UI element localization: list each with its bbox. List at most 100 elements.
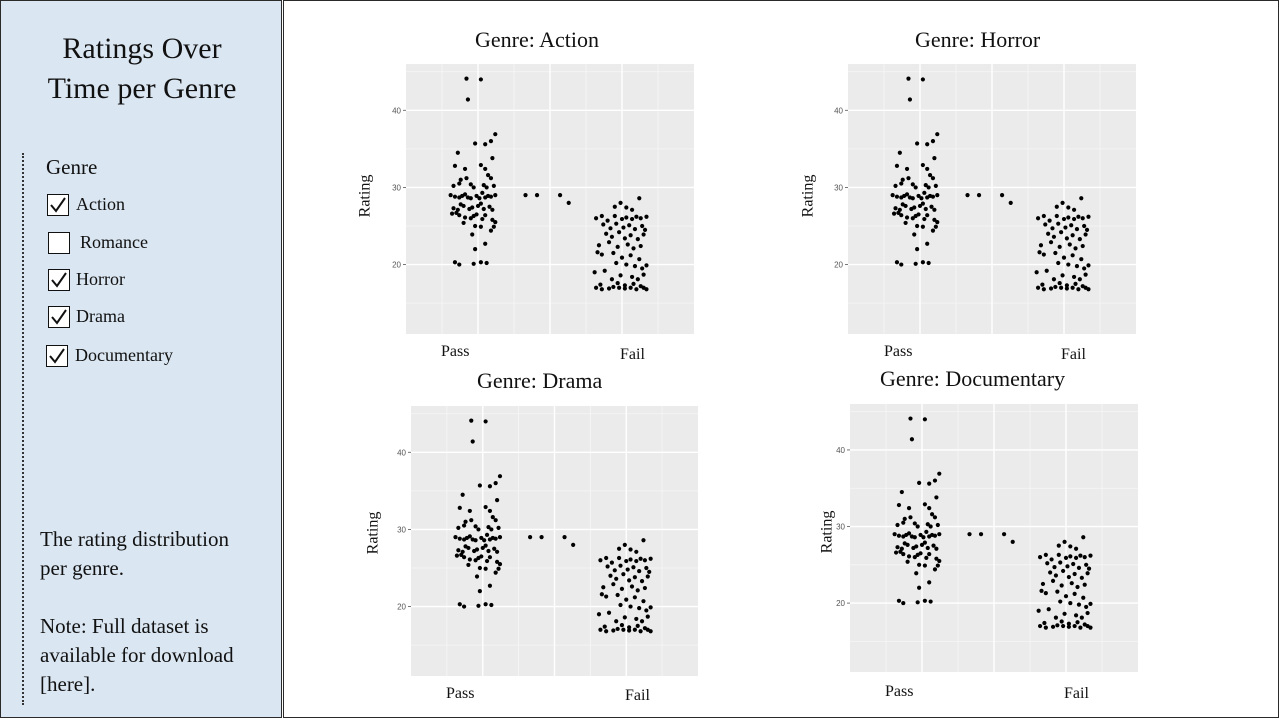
data-point bbox=[625, 242, 630, 247]
data-point bbox=[473, 141, 478, 146]
y-tick-label: 20 bbox=[834, 261, 843, 270]
data-point bbox=[619, 216, 625, 222]
data-point bbox=[624, 597, 629, 602]
data-point bbox=[1081, 535, 1086, 540]
checkbox-action[interactable] bbox=[47, 194, 69, 216]
data-point bbox=[907, 97, 913, 102]
data-point bbox=[1059, 285, 1064, 290]
data-point bbox=[1076, 287, 1081, 292]
data-point bbox=[927, 172, 933, 178]
data-point bbox=[913, 261, 918, 266]
data-point bbox=[593, 285, 599, 290]
data-point bbox=[1065, 564, 1070, 569]
data-point bbox=[485, 172, 491, 178]
data-point bbox=[1053, 615, 1059, 620]
data-point bbox=[452, 163, 458, 168]
data-point bbox=[910, 216, 915, 221]
data-point bbox=[453, 535, 458, 540]
data-point bbox=[1063, 225, 1068, 230]
data-point bbox=[492, 546, 497, 551]
data-point bbox=[634, 558, 639, 564]
data-point bbox=[937, 471, 942, 476]
data-point bbox=[644, 263, 649, 268]
data-point bbox=[892, 532, 897, 537]
checkbox-label-drama[interactable]: Drama bbox=[76, 306, 125, 326]
y-tick-label: 20 bbox=[392, 261, 401, 270]
checkbox-label-romance[interactable]: Romance bbox=[80, 232, 148, 252]
data-point bbox=[893, 206, 898, 211]
data-point bbox=[539, 535, 544, 540]
data-point bbox=[452, 260, 458, 265]
data-point bbox=[618, 273, 623, 278]
data-point bbox=[484, 185, 489, 190]
data-point bbox=[919, 196, 924, 201]
data-point bbox=[461, 555, 467, 560]
checkbox-romance[interactable] bbox=[48, 232, 70, 254]
data-point bbox=[1037, 250, 1042, 255]
data-point bbox=[1078, 625, 1083, 630]
data-point bbox=[1045, 561, 1050, 566]
data-point bbox=[1078, 553, 1083, 558]
data-point bbox=[639, 619, 645, 624]
data-point bbox=[1066, 215, 1071, 220]
data-point bbox=[497, 474, 503, 479]
scatter-plot-action: 20 30 40 bbox=[392, 64, 694, 334]
checkbox-label-horror[interactable]: Horror bbox=[76, 269, 125, 289]
data-point bbox=[1046, 231, 1051, 236]
data-point bbox=[628, 233, 633, 238]
data-point bbox=[605, 218, 610, 223]
data-point bbox=[632, 226, 638, 232]
data-point bbox=[1066, 262, 1071, 267]
data-point bbox=[644, 565, 649, 571]
checkbox-label-documentary[interactable]: Documentary bbox=[75, 345, 173, 365]
data-point bbox=[1057, 280, 1062, 286]
data-point bbox=[493, 536, 498, 541]
data-point bbox=[1060, 273, 1065, 278]
y-axis-label-documentary: Rating bbox=[818, 510, 836, 554]
data-point bbox=[459, 552, 464, 557]
checkbox-horror[interactable] bbox=[48, 269, 70, 291]
data-point bbox=[618, 602, 623, 608]
data-point bbox=[1060, 200, 1065, 205]
checkbox-drama[interactable] bbox=[48, 306, 70, 328]
data-point bbox=[645, 574, 650, 579]
data-point bbox=[917, 203, 923, 209]
data-point bbox=[903, 220, 908, 226]
data-point bbox=[645, 614, 650, 619]
data-point bbox=[628, 253, 633, 258]
download-link[interactable]: [here]. bbox=[40, 672, 96, 696]
data-point bbox=[474, 547, 480, 552]
data-point bbox=[1058, 599, 1063, 604]
checkbox-documentary[interactable] bbox=[46, 345, 68, 367]
data-point bbox=[490, 207, 495, 212]
data-point bbox=[1084, 227, 1090, 232]
data-point bbox=[1083, 272, 1088, 277]
data-point bbox=[480, 545, 485, 551]
data-point bbox=[900, 177, 905, 182]
data-point bbox=[926, 260, 931, 266]
data-point bbox=[1088, 553, 1093, 558]
data-point bbox=[616, 546, 622, 551]
data-point bbox=[483, 566, 488, 571]
data-point bbox=[1068, 600, 1073, 606]
data-point bbox=[604, 594, 609, 599]
data-point bbox=[1080, 243, 1085, 249]
data-point bbox=[463, 519, 468, 524]
data-point bbox=[483, 166, 488, 172]
data-point bbox=[930, 194, 936, 199]
y-tick-label: 30 bbox=[392, 183, 401, 192]
data-point bbox=[624, 215, 629, 220]
data-point bbox=[1061, 216, 1067, 222]
data-point bbox=[1040, 282, 1045, 287]
chart-title-drama: Genre: Drama bbox=[477, 368, 603, 393]
data-point bbox=[918, 551, 923, 556]
chart-area: Genre: Action Rating 20 30 40 Pass Fail Ge… bbox=[283, 0, 1279, 718]
data-point bbox=[609, 277, 615, 282]
checkbox-label-action[interactable]: Action bbox=[76, 194, 125, 214]
data-point bbox=[898, 549, 903, 554]
data-point bbox=[624, 262, 629, 267]
data-point bbox=[912, 232, 917, 237]
data-point bbox=[1061, 568, 1066, 574]
data-point bbox=[474, 212, 479, 217]
data-point bbox=[641, 272, 646, 277]
